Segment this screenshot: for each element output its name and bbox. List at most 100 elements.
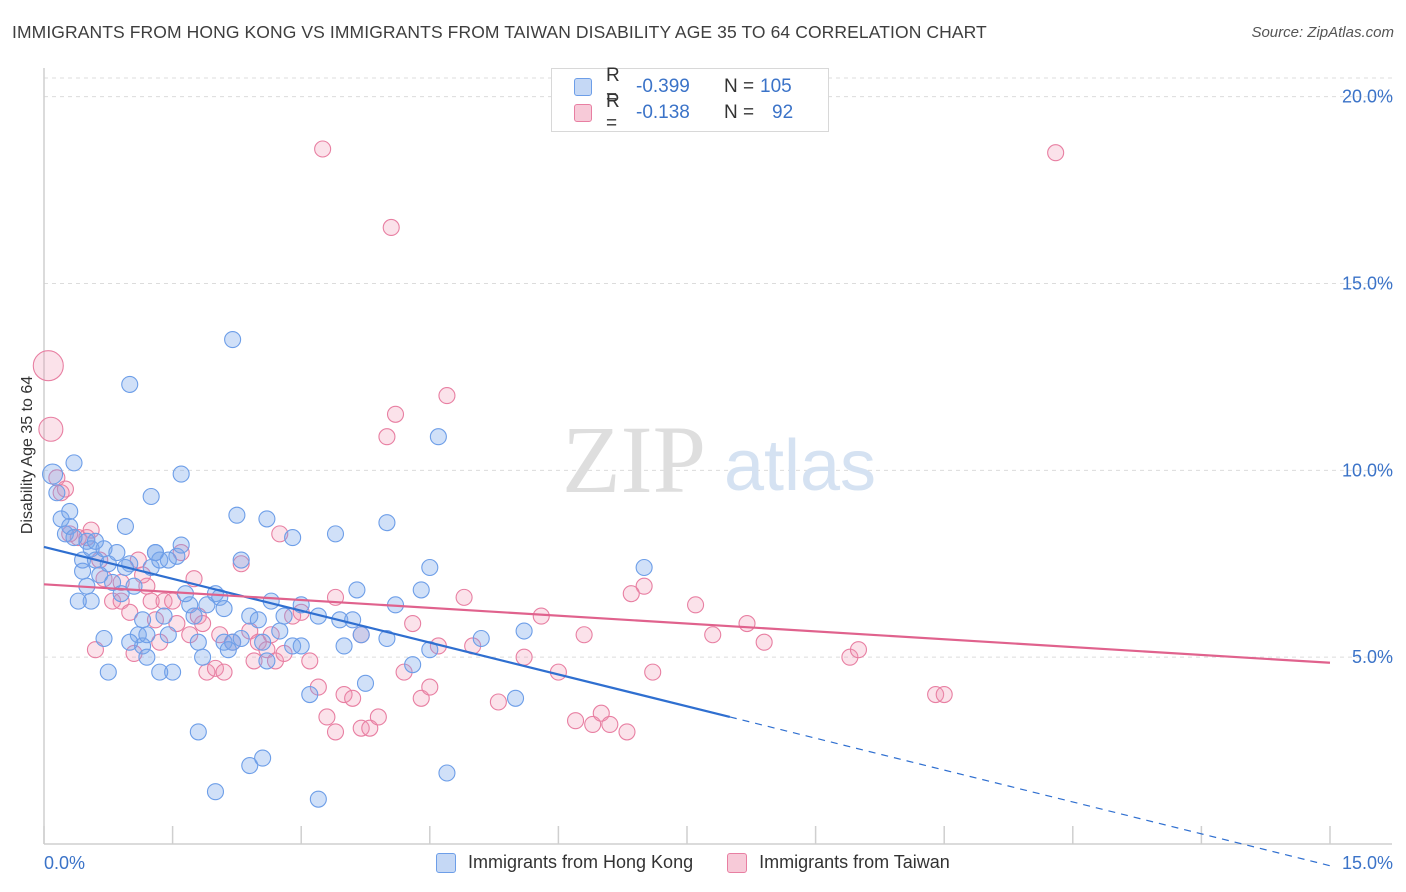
taiwan-point [1047,144,1065,162]
hongkong-point [194,648,212,666]
hongkong-point [125,577,143,595]
taiwan-point [271,525,289,543]
legend-r-label: R = [606,91,620,134]
axes [43,68,1392,845]
hongkong-point [254,633,272,651]
taiwan-point [421,678,439,696]
hongkong-point [82,592,100,610]
hongkong-point [292,637,310,655]
legend-n-value: 92 [772,102,794,123]
hongkong-point [146,543,165,562]
hongkong-point [138,626,156,644]
taiwan-point [438,387,456,405]
hongkong-point [172,465,190,483]
hongkong-point [206,783,225,801]
hongkong-point [275,607,293,625]
hongkong-point [48,484,66,502]
taiwan-point [344,689,362,707]
hongkong-point [189,633,207,651]
series-swatch-hongkong [436,852,456,873]
hongkong-point [284,637,302,655]
legend-swatch-taiwan [574,104,592,122]
taiwan-point [622,585,640,603]
watermark-atlas: atlas [724,426,876,506]
hongkong-point [181,596,199,614]
hongkong-point [254,749,272,767]
taiwan-point [32,350,64,382]
hongkong-point [172,536,190,554]
y-tick-label: 20.0% [1342,87,1393,107]
series-swatch-taiwan [727,852,748,873]
legend-r-value: -0.138 [636,102,690,123]
hongkong-point [224,331,242,349]
taiwan-point [849,641,868,659]
hongkong-point [301,685,319,704]
legend-n-label: N = [724,102,755,123]
hongkong-point [168,547,186,565]
hongkong-point [134,611,152,629]
taiwan-point [644,663,662,681]
hongkong-points [42,331,653,808]
hongkong-point [86,532,104,550]
hongkong-point [232,629,250,648]
series-legend: Immigrants from Hong Kong Immigrants fro… [436,852,984,873]
hongkong-point [142,487,160,506]
hongkong-point [151,663,169,681]
legend-swatch-hongkong [574,78,592,96]
hongkong-point [348,581,366,599]
tick-labels: 5.0% 10.0% 15.0% 20.0% 0.0% 15.0% [44,87,1393,873]
y-tick-label: 5.0% [1352,647,1393,667]
hongkong-point [258,652,276,670]
hongkong-point [189,723,207,741]
legend-r-label: R = [606,65,620,108]
taiwan-point [326,723,345,741]
taiwan-points [32,140,1065,741]
taiwan-point [489,693,507,711]
hongkong-point [99,663,117,681]
series-legend-taiwan: Immigrants from Taiwan [727,852,950,873]
hongkong-point [74,562,92,580]
hongkong-point [635,558,653,577]
hongkong-point [271,622,289,640]
taiwan-point [566,712,585,730]
taiwan-point [378,428,396,446]
taiwan-point [404,614,422,633]
hongkong-point [42,463,64,485]
hongkong-point [134,637,152,655]
hongkong-point [185,607,203,625]
hongkong-point [241,756,259,775]
chart-title: IMMIGRANTS FROM HONG KONG VS IMMIGRANTS … [12,22,987,42]
legend-row-hongkong: R = -0.399 N = 105 [574,65,792,108]
hongkong-point [412,581,430,599]
hongkong-point [138,648,156,666]
hongkong-point [61,517,79,535]
taiwan-point [52,484,70,502]
taiwan-point [738,614,756,633]
taiwan-point [206,659,225,677]
taiwan-point [935,685,953,704]
y-axis-label: Disability Age 35 to 64 [19,375,36,535]
hongkong-point [326,525,345,543]
hongkong-point [249,611,267,629]
taiwan-point [142,592,160,610]
hongkong-point [215,600,233,618]
taiwan-point [635,577,653,595]
taiwan-point [515,648,533,666]
hongkong-point [429,428,447,446]
series-legend-hongkong: Immigrants from Hong Kong [436,852,693,873]
taiwan-point [455,588,473,606]
hongkong-point [69,592,87,610]
hongkong-point [116,517,134,535]
hongkong-point [155,607,173,625]
hongkong-point [65,529,83,547]
hongkong-point [378,514,396,532]
taiwan-point [82,521,100,539]
watermark: ZIP atlas [562,406,876,513]
taiwan-point [687,596,705,614]
taiwan-point [382,218,400,237]
hongkong-point [232,551,250,569]
taiwan-point [38,416,64,442]
y-tick-label: 15.0% [1342,274,1393,294]
watermark-zip: ZIP [562,406,706,513]
